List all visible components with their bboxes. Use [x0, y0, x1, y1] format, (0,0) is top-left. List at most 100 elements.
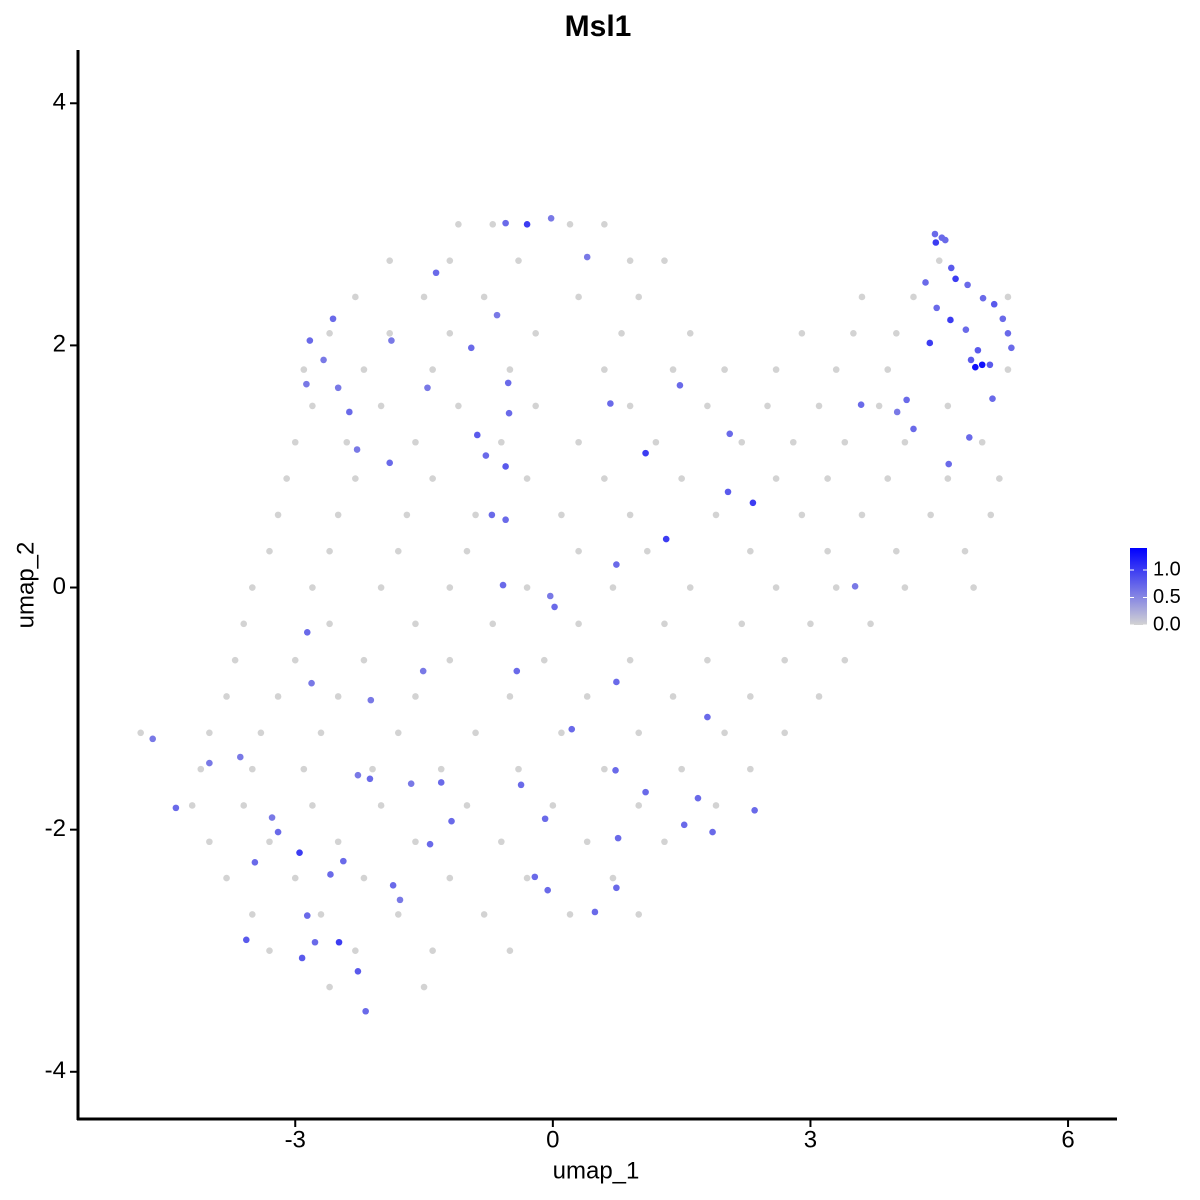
point	[1008, 344, 1015, 352]
point	[824, 475, 831, 482]
point	[972, 363, 979, 371]
point	[309, 584, 316, 591]
point	[781, 656, 788, 664]
point	[274, 828, 282, 836]
point	[412, 438, 419, 446]
point	[583, 253, 591, 261]
point	[721, 366, 728, 373]
point	[566, 911, 574, 918]
point	[360, 366, 368, 373]
point	[352, 947, 359, 955]
point	[506, 366, 514, 373]
point	[346, 408, 353, 416]
colorbar-label: 0.5	[1153, 586, 1181, 608]
point	[1004, 366, 1012, 373]
point	[544, 886, 551, 894]
point	[978, 361, 986, 369]
point	[686, 329, 694, 337]
point	[704, 402, 711, 410]
point	[568, 725, 576, 733]
y-tick-label: 0	[53, 573, 66, 600]
point	[961, 547, 969, 555]
point	[614, 834, 622, 842]
point	[661, 838, 668, 846]
point	[927, 511, 934, 519]
point	[506, 693, 514, 700]
point	[334, 838, 342, 846]
point	[353, 446, 361, 453]
point	[317, 911, 325, 918]
point	[607, 400, 614, 407]
point	[704, 713, 711, 721]
point	[429, 366, 436, 373]
point	[420, 983, 428, 991]
point	[472, 729, 479, 737]
point	[480, 911, 488, 918]
point	[388, 337, 395, 344]
point	[463, 802, 471, 809]
point	[944, 402, 952, 410]
point	[824, 547, 831, 555]
point	[967, 356, 975, 364]
x-tick-label: 3	[804, 1126, 817, 1153]
y-tick-label: 2	[53, 331, 66, 358]
point	[601, 765, 608, 773]
point	[240, 802, 248, 809]
point	[274, 693, 282, 700]
point	[366, 775, 374, 783]
x-tick-label: -3	[285, 1126, 306, 1153]
point	[772, 366, 780, 373]
point	[403, 511, 411, 519]
point	[903, 396, 910, 404]
point	[498, 838, 505, 846]
point	[412, 620, 419, 628]
point	[678, 765, 685, 773]
point	[558, 729, 565, 737]
point	[424, 384, 431, 392]
point	[206, 729, 213, 737]
point	[206, 759, 213, 767]
point	[922, 279, 929, 286]
point	[257, 729, 265, 737]
point	[609, 874, 617, 882]
point	[893, 329, 900, 337]
point	[523, 221, 531, 228]
point	[642, 788, 649, 796]
point	[738, 438, 746, 446]
point	[989, 395, 996, 402]
point	[841, 656, 849, 664]
point	[747, 547, 754, 555]
point	[789, 438, 797, 446]
point	[377, 402, 385, 410]
point	[472, 511, 479, 519]
point	[223, 874, 230, 882]
point	[308, 679, 315, 687]
point	[601, 221, 608, 228]
point	[635, 802, 643, 809]
point	[635, 729, 643, 737]
point	[558, 511, 565, 519]
point	[941, 236, 949, 244]
point	[446, 656, 454, 664]
point	[467, 344, 475, 352]
point	[223, 693, 230, 700]
point	[240, 620, 248, 628]
point	[335, 938, 343, 946]
point	[394, 911, 402, 918]
point	[551, 603, 558, 611]
point	[488, 511, 496, 519]
point	[506, 947, 514, 955]
point	[137, 729, 144, 737]
point	[300, 366, 308, 373]
point	[591, 908, 599, 916]
point	[432, 269, 440, 277]
point	[884, 475, 892, 482]
point	[962, 326, 970, 333]
point	[446, 257, 454, 264]
point	[291, 874, 299, 882]
point	[999, 315, 1007, 323]
point	[832, 366, 840, 373]
point	[340, 857, 347, 865]
y-tick-label: -2	[45, 815, 66, 842]
